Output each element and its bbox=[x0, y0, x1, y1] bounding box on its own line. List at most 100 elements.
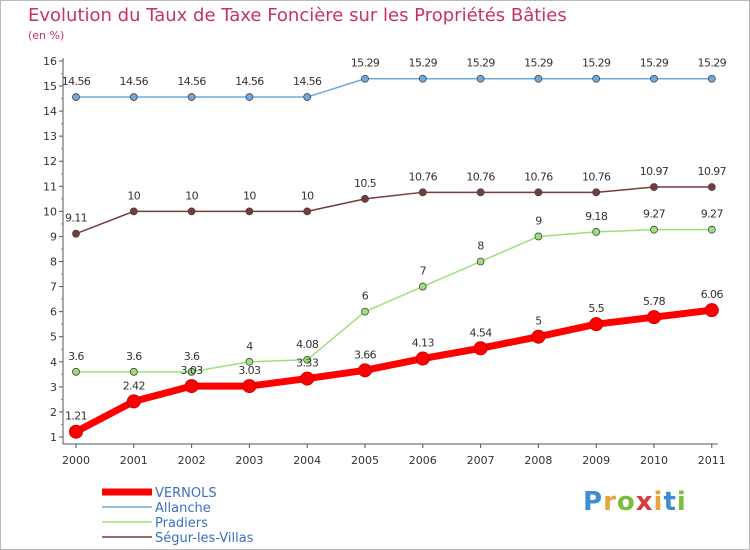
data-point bbox=[361, 194, 369, 203]
chart-title: Evolution du Taux de Taxe Foncière sur l… bbox=[28, 5, 567, 26]
data-label: 4 bbox=[246, 340, 253, 353]
data-label: 15.29 bbox=[582, 57, 611, 70]
x-tick-label: 2011 bbox=[698, 454, 726, 467]
data-label: 10.76 bbox=[524, 170, 553, 183]
y-tick-label: 16 bbox=[43, 55, 57, 68]
data-point bbox=[476, 74, 485, 83]
data-point bbox=[187, 367, 196, 376]
y-tick-label: 15 bbox=[43, 80, 57, 93]
data-label: 15.29 bbox=[698, 57, 727, 70]
data-point bbox=[650, 74, 658, 83]
x-tick-label: 2003 bbox=[235, 454, 263, 467]
data-label: 3.33 bbox=[296, 357, 319, 370]
data-point bbox=[418, 282, 427, 291]
data-label: 4.13 bbox=[412, 337, 435, 350]
data-point bbox=[592, 188, 601, 197]
data-point bbox=[418, 74, 427, 83]
data-point bbox=[129, 93, 138, 101]
data-label: 9.27 bbox=[643, 208, 666, 221]
data-label: 3.6 bbox=[68, 350, 84, 363]
data-label: 10 bbox=[185, 189, 198, 202]
x-tick-label: 2010 bbox=[640, 454, 668, 467]
data-label: 4.54 bbox=[470, 326, 493, 339]
data-point bbox=[187, 93, 196, 101]
data-point bbox=[303, 93, 312, 101]
data-point bbox=[473, 341, 488, 356]
data-label: 6 bbox=[362, 290, 369, 303]
data-label: 10.76 bbox=[466, 170, 495, 183]
data-label: 9.27 bbox=[701, 208, 724, 221]
data-point bbox=[704, 303, 719, 318]
data-point bbox=[69, 424, 83, 439]
legend-label: Allanche bbox=[155, 501, 211, 516]
data-label: 14.56 bbox=[177, 75, 206, 88]
data-label: 14.56 bbox=[235, 75, 264, 88]
data-point bbox=[534, 188, 543, 197]
data-label: 10 bbox=[127, 189, 140, 202]
y-tick-label: 1 bbox=[50, 431, 57, 444]
data-point bbox=[476, 188, 485, 197]
y-tick-label: 4 bbox=[50, 356, 57, 369]
data-point bbox=[126, 394, 141, 409]
data-label: 3.6 bbox=[184, 350, 200, 363]
data-point bbox=[129, 207, 138, 216]
data-point bbox=[418, 188, 427, 197]
data-point bbox=[300, 371, 315, 386]
x-tick-label: 2006 bbox=[409, 454, 437, 467]
proxiti-logo: Proxiti bbox=[583, 487, 687, 517]
y-tick-label: 5 bbox=[50, 331, 57, 344]
data-point bbox=[707, 183, 716, 191]
x-tick-label: 2002 bbox=[178, 454, 206, 467]
y-tick-label: 11 bbox=[43, 180, 57, 193]
data-point bbox=[72, 93, 80, 101]
x-tick-label: 2000 bbox=[62, 454, 90, 467]
data-point bbox=[245, 357, 254, 366]
series-line-vernols bbox=[72, 306, 716, 436]
data-label: 5.5 bbox=[588, 302, 604, 315]
y-tick-label: 7 bbox=[50, 281, 57, 294]
chart-subtitle: (en %) bbox=[28, 29, 65, 42]
data-label: 10.97 bbox=[698, 165, 727, 178]
data-point bbox=[184, 379, 199, 394]
data-label: 3.66 bbox=[354, 348, 377, 361]
series-line-allanche bbox=[75, 77, 713, 98]
data-point bbox=[531, 329, 546, 344]
data-point bbox=[187, 207, 196, 216]
data-label: 10 bbox=[243, 189, 256, 202]
data-label: 15.29 bbox=[524, 57, 553, 70]
y-tick-label: 2 bbox=[50, 406, 57, 419]
data-label: 9 bbox=[535, 214, 542, 227]
data-label: 1.21 bbox=[65, 410, 87, 423]
data-point bbox=[589, 317, 604, 332]
data-label: 3.03 bbox=[181, 364, 204, 377]
data-label: 6.06 bbox=[701, 288, 724, 301]
data-label: 15.29 bbox=[466, 57, 495, 70]
data-point bbox=[361, 74, 369, 83]
data-point bbox=[72, 367, 80, 376]
data-label: 14.56 bbox=[120, 75, 149, 88]
data-label: 10 bbox=[301, 189, 314, 202]
data-point bbox=[72, 229, 80, 238]
data-point bbox=[242, 379, 257, 394]
data-point bbox=[129, 367, 138, 376]
data-point bbox=[303, 207, 312, 216]
data-label: 15.29 bbox=[409, 57, 438, 70]
x-tick-label: 2008 bbox=[524, 454, 552, 467]
series-line-pradiers bbox=[75, 228, 713, 373]
data-point bbox=[534, 232, 543, 241]
y-tick-label: 3 bbox=[50, 381, 57, 394]
data-label: 7 bbox=[420, 265, 427, 278]
data-point bbox=[707, 225, 716, 234]
y-tick-label: 6 bbox=[50, 306, 57, 319]
data-label: 5.78 bbox=[643, 295, 666, 308]
data-point bbox=[476, 257, 485, 266]
legend-label: VERNOLS bbox=[155, 486, 217, 501]
data-label: 14.56 bbox=[62, 75, 91, 88]
data-point bbox=[707, 74, 716, 83]
y-tick-label: 10 bbox=[43, 205, 57, 218]
series-line-s-gur-les-villas bbox=[75, 186, 713, 235]
data-label: 10.97 bbox=[640, 165, 669, 178]
x-tick-label: 2004 bbox=[293, 454, 321, 467]
